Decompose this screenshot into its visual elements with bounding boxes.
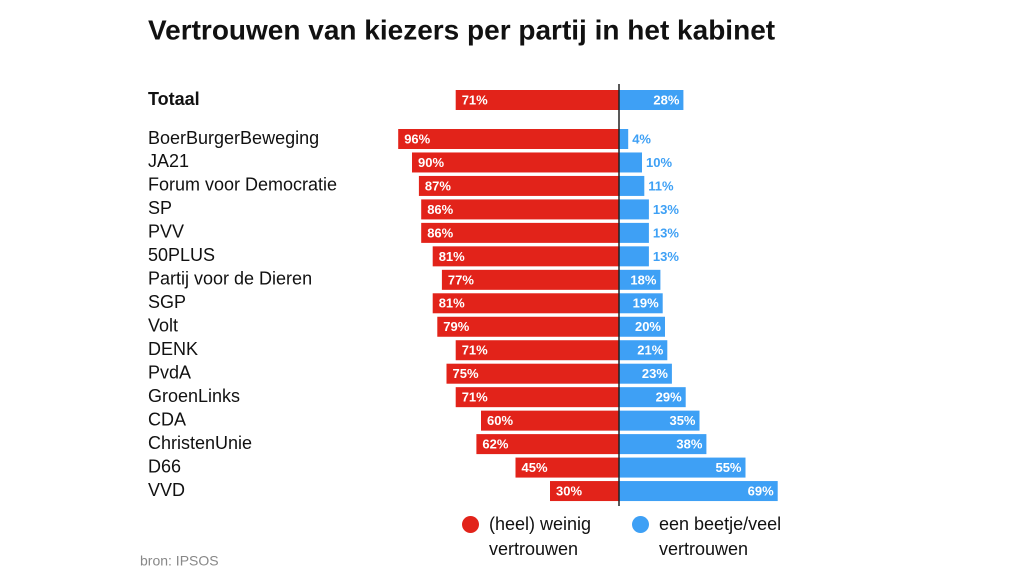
bar: [398, 129, 619, 149]
value-label: 69%: [748, 483, 774, 498]
bar: [455, 90, 619, 110]
value-label: 13%: [653, 225, 679, 240]
bar: [421, 222, 619, 243]
value-label: 19%: [633, 296, 659, 311]
category-label: BoerBurgerBeweging: [148, 128, 319, 148]
category-label: ChristenUnie: [148, 433, 252, 453]
bar: [432, 246, 619, 267]
category-label: Partij voor de Dieren: [148, 269, 312, 289]
bar: [619, 222, 649, 243]
bar: [455, 340, 619, 361]
bar: [421, 199, 619, 220]
value-label: 96%: [404, 131, 430, 146]
chart-title: Vertrouwen van kiezers per partij in het…: [148, 14, 775, 45]
bar: [619, 269, 661, 290]
bar: [619, 129, 629, 149]
bar: [619, 246, 649, 267]
value-label: 90%: [418, 155, 444, 170]
value-label: 28%: [653, 92, 679, 107]
bar: [619, 457, 746, 478]
category-label: GroenLinks: [148, 386, 240, 406]
value-label: 13%: [653, 249, 679, 264]
category-label: VVD: [148, 480, 185, 500]
bar: [619, 293, 663, 314]
category-label: Forum voor Democratie: [148, 175, 337, 195]
bar: [550, 481, 619, 502]
bar: [418, 175, 619, 196]
category-label: D66: [148, 456, 181, 476]
value-label: 75%: [453, 366, 479, 381]
bar: [619, 434, 707, 455]
value-label: 81%: [439, 249, 465, 264]
bar: [619, 316, 665, 337]
value-label: 10%: [646, 155, 672, 170]
bar: [619, 152, 642, 173]
category-label: PVV: [148, 222, 184, 242]
value-label: 62%: [482, 437, 508, 452]
bar: [619, 363, 672, 384]
category-label: SP: [148, 198, 172, 218]
bar: [619, 481, 778, 502]
category-label: 50PLUS: [148, 245, 215, 265]
bar: [441, 269, 619, 290]
value-label: 35%: [669, 413, 695, 428]
value-label: 29%: [656, 390, 682, 405]
value-label: 13%: [653, 202, 679, 217]
bar: [619, 175, 645, 196]
bar: [619, 410, 700, 431]
category-label: Totaal: [148, 89, 200, 109]
bar: [412, 152, 619, 173]
value-label: 20%: [635, 319, 661, 334]
value-label: 71%: [462, 92, 488, 107]
value-label: 71%: [462, 343, 488, 358]
legend-marker: [462, 516, 479, 533]
value-label: 87%: [425, 178, 451, 193]
value-label: 18%: [630, 272, 656, 287]
bar: [619, 387, 686, 408]
value-label: 30%: [556, 483, 582, 498]
legend-label: een beetje/veel vertrouwen: [659, 514, 782, 559]
value-label: 79%: [443, 319, 469, 334]
category-label: Volt: [148, 316, 178, 336]
category-label: DENK: [148, 339, 198, 359]
bar: [455, 387, 619, 408]
value-label: 86%: [427, 202, 453, 217]
legend-marker: [632, 516, 649, 533]
value-label: 81%: [439, 296, 465, 311]
source: bron: IPSOS: [140, 553, 219, 569]
value-label: 21%: [637, 343, 663, 358]
bar: [515, 457, 619, 478]
category-label: CDA: [148, 409, 186, 429]
value-label: 60%: [487, 413, 513, 428]
value-label: 38%: [676, 437, 702, 452]
category-label: SGP: [148, 292, 186, 312]
value-label: 71%: [462, 390, 488, 405]
category-label: JA21: [148, 151, 189, 171]
value-label: 11%: [648, 178, 674, 193]
value-label: 23%: [642, 366, 668, 381]
bar: [432, 293, 619, 314]
bar: [619, 90, 684, 110]
bar: [446, 363, 619, 384]
bar: [481, 410, 619, 431]
bar: [476, 434, 619, 455]
value-label: 55%: [715, 460, 741, 475]
category-label: PvdA: [148, 362, 191, 382]
value-label: 77%: [448, 272, 474, 287]
legend-label: (heel) weinig vertrouwen: [489, 514, 592, 559]
value-label: 45%: [522, 460, 548, 475]
value-label: 86%: [427, 225, 453, 240]
bar: [437, 316, 619, 337]
bar: [619, 340, 668, 361]
value-label: 4%: [632, 131, 651, 146]
bar: [619, 199, 649, 220]
